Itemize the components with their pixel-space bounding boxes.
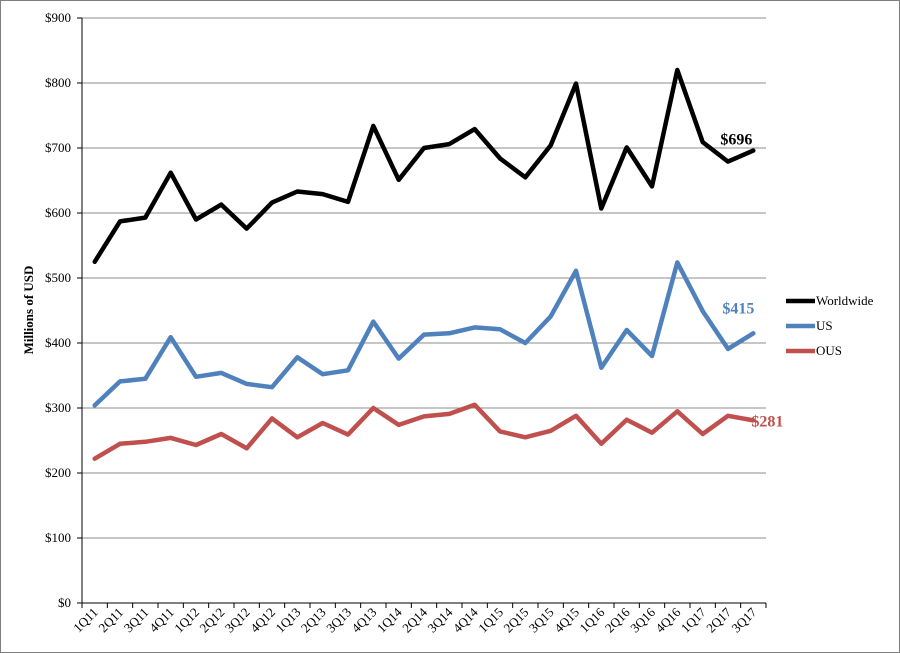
x-tick-label: 1Q14 <box>374 604 405 635</box>
y-tick-label: $600 <box>45 205 71 220</box>
legend-label-ous: OUS <box>816 343 842 358</box>
x-tick-label: 1Q17 <box>678 604 709 635</box>
y-tick-label: $0 <box>58 595 71 610</box>
x-tick-label: 1Q12 <box>171 605 202 636</box>
y-tick-label: $300 <box>45 400 71 415</box>
y-tick-label: $900 <box>45 10 71 25</box>
y-tick-label: $400 <box>45 335 71 350</box>
end-label-ous: $281 <box>751 413 783 430</box>
x-tick-label: 2Q14 <box>399 604 430 635</box>
x-tick-label: 3Q16 <box>627 604 658 635</box>
x-tick-label: 3Q12 <box>222 605 253 636</box>
legend-label-worldwide: Worldwide <box>816 293 874 308</box>
y-tick-label: $700 <box>45 140 71 155</box>
y-tick-label: $100 <box>45 530 71 545</box>
x-tick-label: 2Q12 <box>196 605 227 636</box>
series-line-worldwide <box>92 67 756 265</box>
x-tick-label: 3Q14 <box>424 604 455 635</box>
end-label-us: $415 <box>722 300 754 317</box>
x-tick-label: 2Q16 <box>602 604 633 635</box>
x-tick-label: 3Q17 <box>728 604 759 635</box>
series-line-us <box>92 260 756 408</box>
series-line-ous <box>92 402 756 461</box>
y-axis-label: Millions of USD <box>21 266 36 355</box>
x-tick-label: 4Q11 <box>146 605 177 636</box>
x-tick-label: 1Q13 <box>272 605 303 636</box>
x-tick-label: 4Q13 <box>348 605 379 636</box>
x-tick-label: 1Q11 <box>70 605 101 636</box>
x-tick-label: 4Q12 <box>247 605 278 636</box>
axes <box>81 18 766 604</box>
x-tick-label: 1Q16 <box>576 604 607 635</box>
x-tick-label: 2Q11 <box>95 605 126 636</box>
y-axis-ticks: $0 $100 $200 $300 $400 $500 $600 $700 $800 $900 <box>45 10 82 610</box>
x-tick-label: 3Q15 <box>526 605 557 636</box>
x-tick-label: 3Q11 <box>121 605 152 636</box>
series-lines <box>92 67 756 461</box>
end-labels: $696 $415 $281 <box>720 132 783 431</box>
gridlines <box>82 17 766 539</box>
x-tick-label: 3Q13 <box>323 605 354 636</box>
x-tick-label: 2Q13 <box>298 605 329 636</box>
x-tick-label: 4Q15 <box>551 605 582 636</box>
legend: Worldwide US OUS <box>786 293 874 358</box>
end-label-worldwide: $696 <box>720 132 752 149</box>
y-tick-label: $800 <box>45 75 71 90</box>
x-axis-ticks: 1Q112Q113Q114Q111Q122Q123Q124Q121Q132Q13… <box>70 603 767 636</box>
x-tick-label: 4Q14 <box>450 604 481 635</box>
y-tick-label: $200 <box>45 465 71 480</box>
y-tick-label: $500 <box>45 270 71 285</box>
legend-label-us: US <box>816 318 833 333</box>
x-tick-label: 4Q16 <box>652 604 683 635</box>
x-tick-label: 2Q17 <box>703 604 734 635</box>
x-tick-label: 1Q15 <box>475 605 506 636</box>
x-tick-label: 2Q15 <box>500 605 531 636</box>
